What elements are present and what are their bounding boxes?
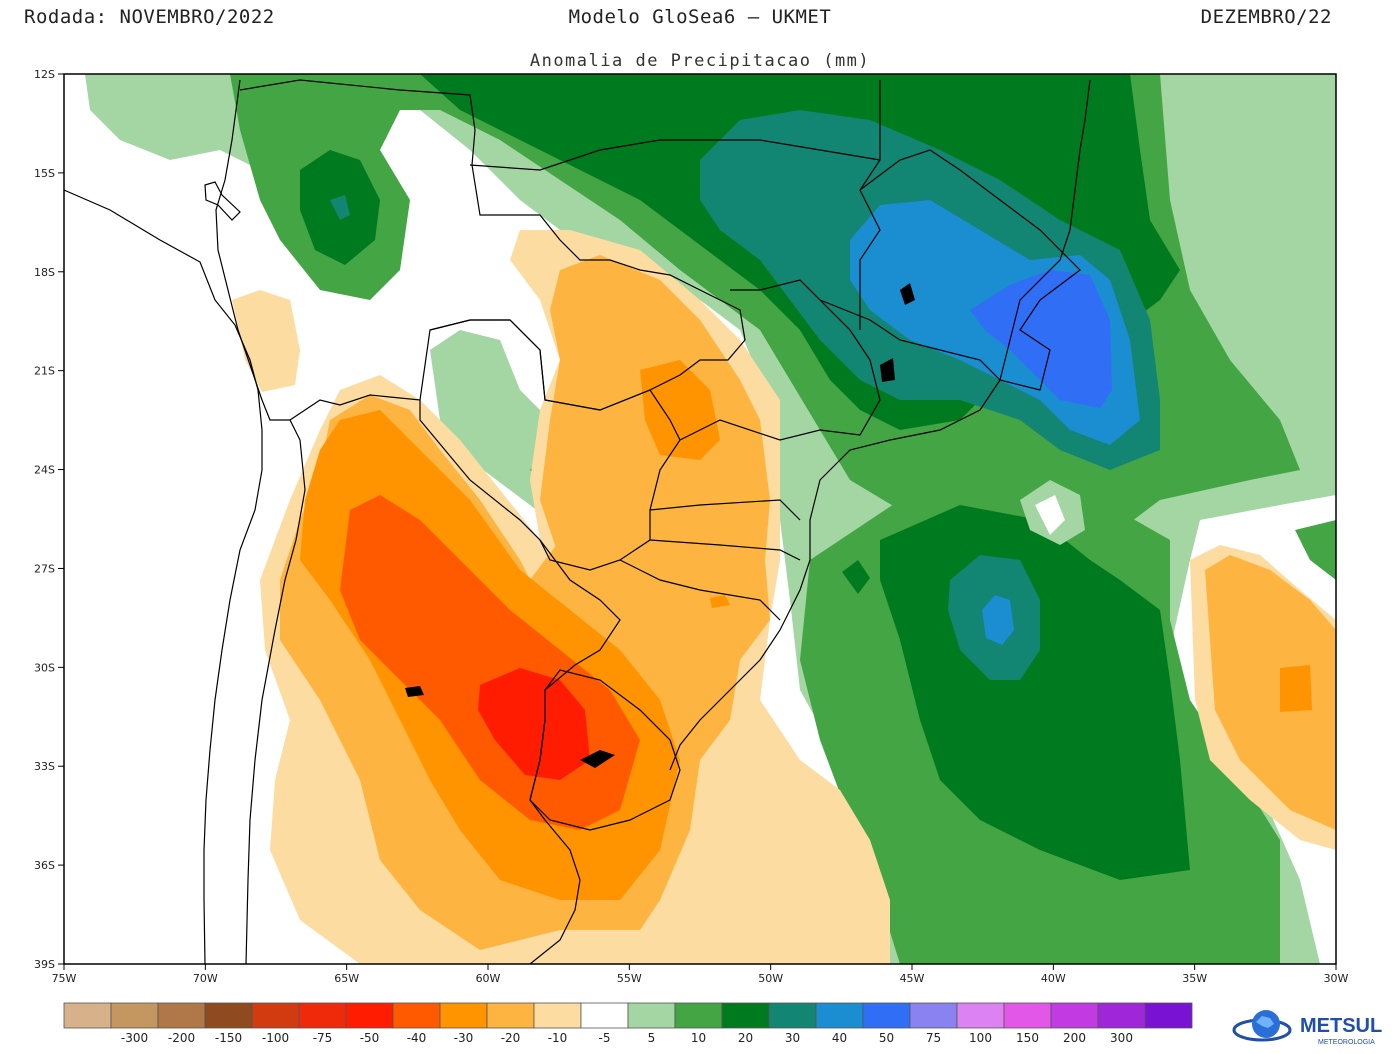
colorbar-swatch	[1097, 1002, 1146, 1029]
lon-tick-label: 70W	[193, 972, 218, 985]
paraguay-border	[419, 319, 681, 571]
colorbar-label: -50	[360, 1031, 380, 1045]
map-frame	[63, 73, 1337, 965]
colorbar-swatch	[157, 1002, 206, 1029]
colorbar-swatch	[533, 1002, 582, 1029]
lon-tick-label: 30W	[1324, 972, 1349, 985]
colorbar-swatch	[815, 1002, 864, 1029]
lon-tick-label: 40W	[1041, 972, 1066, 985]
colorbar-label: 40	[832, 1031, 847, 1045]
colorbar-swatch	[580, 1002, 629, 1029]
colorbar-label: 30	[785, 1031, 800, 1045]
colorbar-swatch	[486, 1002, 535, 1029]
colorbar-swatch	[768, 1002, 817, 1029]
lat-tick-label: 12S	[34, 68, 55, 81]
metsul-logo: METSUL METEOROLOGIA	[1232, 1004, 1392, 1050]
model-title: Modelo GloSea6 — UKMET	[568, 6, 832, 28]
lat-tick-label: 30S	[34, 661, 55, 674]
map-subtitle: Anomalia de Precipitacao (mm)	[529, 51, 871, 71]
lat-tick-label: 33S	[34, 760, 55, 773]
lake-titicaca	[204, 181, 241, 221]
latitude-axis: 12S 15S 18S 21S 24S 27S 30S 33S 36S 39S	[34, 68, 64, 971]
colorbar-label: 100	[969, 1031, 992, 1045]
colorbar-swatch	[204, 1002, 253, 1029]
lat-tick-label: 18S	[34, 266, 55, 279]
lakes	[405, 283, 915, 768]
colorbar-swatch	[721, 1002, 770, 1029]
colorbar-label: -20	[501, 1031, 521, 1045]
colorbar-label: 300	[1110, 1031, 1133, 1045]
run-date-label: Rodada: NOVEMBRO/2022	[24, 6, 275, 28]
lon-tick-label: 60W	[476, 972, 501, 985]
colorbar-label: 200	[1063, 1031, 1086, 1045]
lat-tick-label: 15S	[34, 167, 55, 180]
colorbar-label: -30	[454, 1031, 474, 1045]
target-month-label: DEZEMBRO/22	[1200, 6, 1332, 28]
colorbar-swatch	[862, 1002, 911, 1029]
pacific-coastline	[64, 189, 263, 964]
colorbar-swatch	[251, 1002, 300, 1029]
colorbar-label: 75	[926, 1031, 941, 1045]
lon-tick-label: 55W	[617, 972, 642, 985]
colorbar-label: -100	[262, 1031, 289, 1045]
lon-tick-label: 45W	[900, 972, 925, 985]
lat-tick-label: 39S	[34, 958, 55, 971]
negative-anomaly-shading	[232, 230, 1336, 964]
colorbar-swatch	[298, 1002, 347, 1029]
colorbar-label: -200	[168, 1031, 195, 1045]
colorbar-swatch	[956, 1002, 1005, 1029]
longitude-axis: 75W 70W 65W 60W 55W 50W 45W 40W 35W 30W	[52, 964, 1349, 985]
colorbar-swatch	[63, 1002, 112, 1029]
colorbar-label: 20	[738, 1031, 753, 1045]
lon-tick-label: 75W	[52, 972, 77, 985]
lon-tick-label: 50W	[758, 972, 783, 985]
colorbar-label: -40	[407, 1031, 427, 1045]
lat-tick-label: 21S	[34, 365, 55, 378]
colorbar-label: 50	[879, 1031, 894, 1045]
country-borders	[64, 79, 1091, 964]
colorbar-swatch	[1144, 1002, 1193, 1029]
colorbar-swatch	[909, 1002, 958, 1029]
colorbar-label: -300	[121, 1031, 148, 1045]
colorbar-swatch	[674, 1002, 723, 1029]
colorbar-swatch	[439, 1002, 488, 1029]
brazil-state-lines	[469, 80, 1081, 621]
colorbar-swatch	[392, 1002, 441, 1029]
colorbar-swatch	[1050, 1002, 1099, 1029]
logo-brand-text: METSUL	[1300, 1015, 1382, 1037]
lon-tick-label: 65W	[334, 972, 359, 985]
colorbar-swatch	[110, 1002, 159, 1029]
colorbar-swatch	[1003, 1002, 1052, 1029]
andes-border	[215, 79, 306, 964]
colorbar-label: -75	[313, 1031, 333, 1045]
colorbar-label: -150	[215, 1031, 242, 1045]
colorbar-swatch	[345, 1002, 394, 1029]
lat-tick-label: 36S	[34, 859, 55, 872]
brazil-coast	[669, 79, 1091, 771]
colorbar-swatch	[627, 1002, 676, 1029]
lat-tick-label: 27S	[34, 562, 55, 575]
colorbar-label: -10	[548, 1031, 568, 1045]
lat-tick-label: 24S	[34, 464, 55, 477]
argentina-border	[529, 539, 621, 964]
logo-tagline-text: METEOROLOGIA	[1318, 1039, 1375, 1046]
colorbar-label: 5	[648, 1031, 656, 1045]
colorbar: -300 -200 -150 -100 -75 -50 -40 -30 -20 -10 -5 5 10 2…	[63, 1002, 1193, 1045]
colorbar-label: 10	[691, 1031, 706, 1045]
colorbar-label: 150	[1016, 1031, 1039, 1045]
lon-tick-label: 35W	[1182, 972, 1207, 985]
colorbar-label: -5	[599, 1031, 611, 1045]
